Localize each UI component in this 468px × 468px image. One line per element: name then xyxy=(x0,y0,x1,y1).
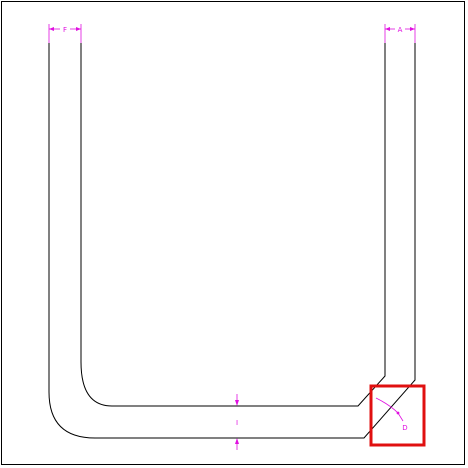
corner-bevel-label: D xyxy=(402,424,407,432)
dimension-arrow xyxy=(385,27,390,31)
left-leg-width-dimension xyxy=(48,24,82,43)
bottom-thickness-dimension xyxy=(235,394,239,450)
right-leg-width-label: A xyxy=(398,26,403,34)
dimension-leader xyxy=(397,412,404,422)
dimension-arrow xyxy=(235,438,239,444)
dimension-arrow xyxy=(49,27,54,31)
bottom-thickness-label: I xyxy=(236,419,238,427)
channel-outline xyxy=(48,43,416,439)
left-leg-width-label: F xyxy=(63,26,67,34)
corner-highlight-box xyxy=(369,384,426,447)
dimension-arrow xyxy=(396,411,400,415)
bevel-angle-arc xyxy=(375,397,399,414)
right-leg-width-dimension xyxy=(384,24,416,43)
corner-bevel-dimension xyxy=(375,397,404,422)
dimension-arrow xyxy=(235,400,239,406)
dimension-arrow xyxy=(410,27,415,31)
dimension-arrow xyxy=(76,27,81,31)
channel-inner-outline xyxy=(80,43,386,407)
